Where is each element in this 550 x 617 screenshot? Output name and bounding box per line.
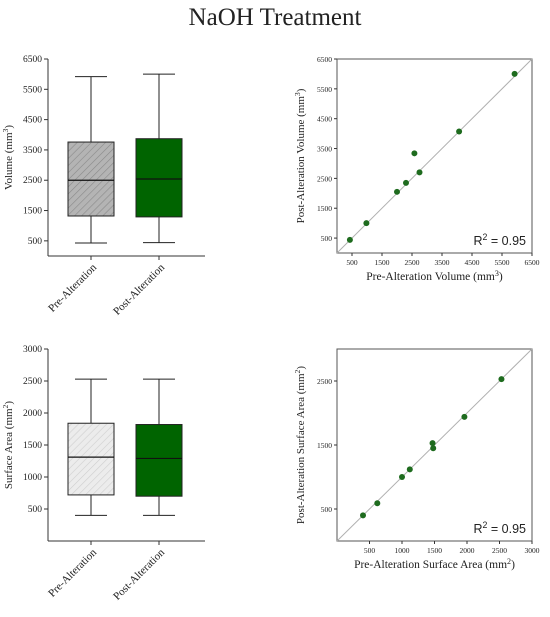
data-point [498, 376, 505, 383]
y-axis-label: Volume (mm3) [1, 125, 16, 190]
y-tick-label: 3500 [23, 146, 42, 156]
r-squared-annotation: R2 = 0.95 [474, 232, 527, 248]
y-tick-label: 500 [28, 237, 43, 247]
y-tick-label: 2500 [317, 174, 332, 183]
data-point [363, 220, 370, 227]
volume-boxplot: 500 1500 2500 3500 4500 5500 6500 Volume (mm3) P… [1, 55, 205, 318]
y-tick-label: 5500 [317, 85, 332, 94]
x-category-label: Pre-Alteration [46, 546, 99, 599]
chart-title: NaOH Treatment [188, 4, 362, 31]
x-tick-label: 1000 [395, 546, 410, 555]
x-tick-label: 3500 [435, 258, 450, 267]
y-tick-label: 500 [321, 234, 333, 243]
data-point [456, 128, 463, 135]
x-tick-label: 2500 [405, 258, 420, 267]
x-tick-label: 1500 [427, 546, 442, 555]
y-tick-label: 1500 [317, 204, 332, 213]
y-tick-label: 2500 [23, 377, 42, 387]
y-tick-label: 2000 [23, 409, 42, 419]
y-tick-label: 500 [28, 505, 43, 515]
data-point [346, 236, 353, 243]
plot-frame [336, 58, 533, 254]
y-tick-label: 500 [321, 505, 333, 514]
x-tick-label: 2500 [492, 546, 507, 555]
x-tick-label: 2000 [460, 546, 475, 555]
x-tick-label: 6500 [525, 258, 540, 267]
data-point [511, 70, 518, 77]
y-axis-label: Surface Area (mm2) [1, 401, 16, 489]
x-tick-label: 1500 [375, 258, 390, 267]
volume-scatter: 500 1500 2500 3500 4500 5500 6500 500 1500 2500 35… [293, 55, 540, 283]
data-point [394, 188, 400, 195]
box-pre [67, 141, 115, 217]
data-point [416, 169, 423, 176]
x-category-label: Post-Alteration [111, 546, 167, 602]
x-tick-label: 500 [346, 258, 358, 267]
x-tick-label: 3000 [525, 546, 540, 555]
data-point [374, 500, 381, 507]
x-category-label: Pre-Alteration [46, 261, 99, 314]
box-post [135, 424, 183, 497]
x-axis-label: Pre-Alteration Volume (mm3) [366, 269, 503, 284]
box-pre [67, 422, 115, 496]
y-tick-label: 3000 [23, 345, 42, 355]
y-tick-label: 6500 [317, 55, 332, 64]
y-tick-label: 2500 [23, 176, 42, 186]
y-tick-label: 1500 [317, 441, 332, 450]
y-tick-label: 2500 [317, 377, 332, 386]
box-post [135, 138, 183, 218]
data-point [399, 474, 405, 480]
data-point [406, 466, 413, 473]
surface-area-boxplot: 500 1000 1500 2000 2500 3000 Surface Area (mm2… [1, 345, 205, 603]
data-point [429, 440, 436, 447]
y-tick-label: 4500 [317, 115, 332, 124]
identity-line [336, 58, 533, 254]
data-point [461, 413, 468, 420]
y-tick-label: 4500 [23, 116, 42, 126]
x-category-label: Post-Alteration [111, 261, 167, 317]
data-point [430, 445, 437, 452]
y-axis-label: Post-Alteration Surface Area (mm2) [293, 366, 308, 524]
y-tick-label: 1500 [23, 441, 42, 451]
y-tick-label: 3500 [317, 145, 332, 154]
r-squared-annotation: R2 = 0.95 [474, 520, 527, 536]
data-point [360, 512, 366, 519]
surface-area-scatter: 500 1000 1500 2000 2500 3000 500 1500 2500 Pre-Al… [293, 348, 540, 572]
data-point [411, 150, 418, 157]
x-tick-label: 5500 [495, 258, 510, 267]
y-axis-label: Post-Alteration Volume (mm3) [293, 88, 308, 223]
x-tick-label: 4500 [465, 258, 480, 267]
x-axis-label: Pre-Alteration Surface Area (mm2) [354, 557, 515, 572]
y-tick-label: 1000 [23, 473, 42, 483]
y-tick-label: 5500 [23, 85, 42, 95]
data-point [403, 179, 409, 186]
x-tick-label: 500 [364, 546, 376, 555]
y-tick-label: 6500 [23, 55, 42, 65]
y-tick-label: 1500 [23, 207, 42, 217]
